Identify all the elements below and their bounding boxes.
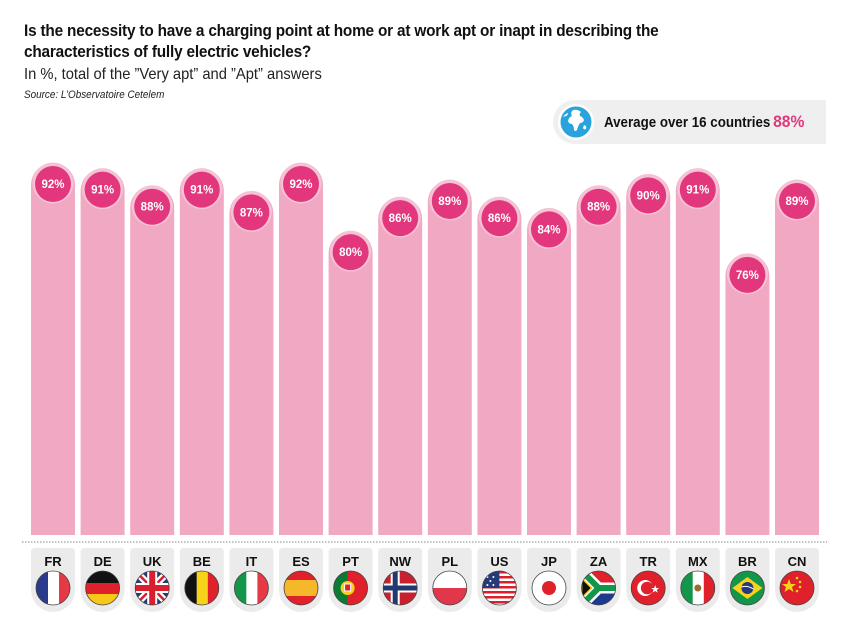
value-bubble	[283, 166, 319, 202]
value-bubble	[332, 234, 369, 271]
bar-jp	[527, 208, 571, 536]
portugal-flag-icon	[333, 570, 369, 606]
chart-title: Is the necessity to have a charging poin…	[24, 22, 659, 61]
value-bubble	[531, 211, 567, 248]
poland-flag-icon	[432, 570, 468, 606]
value-label-cn: 89%	[785, 196, 808, 208]
average-badge: Average over 16 countries 88%	[553, 100, 826, 144]
bar-fr	[31, 163, 75, 535]
spain-flag-icon	[283, 570, 319, 606]
bars-group: 92% 91% 88% 91% 87% 92% 80% 86% 89% 86% 84% 88% 90% 9…	[31, 162, 819, 536]
value-label-mx: 91%	[686, 185, 709, 197]
belgium-flag-icon	[184, 570, 220, 606]
globe-icon	[558, 104, 594, 140]
category-label-uk: UK	[143, 554, 162, 569]
value-bubble	[630, 177, 667, 214]
bar-za	[576, 185, 621, 535]
value-label-jp: 84%	[537, 224, 560, 236]
value-bubble	[84, 171, 121, 208]
value-label-tr: 90%	[637, 190, 660, 202]
bar-cn	[775, 180, 819, 536]
bar-uk	[130, 185, 175, 535]
value-label-za: 88%	[587, 202, 610, 214]
value-bubble	[382, 200, 419, 237]
bar-nw	[378, 197, 423, 535]
japan-flag-icon	[531, 570, 567, 606]
value-label-be: 91%	[190, 185, 213, 197]
bar-es	[279, 163, 323, 535]
category-label-fr: FR	[44, 554, 62, 569]
bar-pl	[427, 180, 472, 536]
average-value: 88%	[773, 112, 805, 131]
chart-source: Source: L’Observatoire Cetelem	[24, 89, 165, 101]
value-bubble	[481, 200, 518, 237]
value-label-uk: 88%	[141, 202, 164, 214]
mexico-flag-icon	[680, 570, 716, 606]
france-flag-icon	[35, 570, 71, 606]
germany-flag-icon	[85, 570, 120, 606]
italy-flag-icon	[233, 570, 269, 606]
value-label-fr: 92%	[41, 179, 64, 191]
usa-flag-icon	[481, 570, 517, 606]
category-label-jp: JP	[541, 554, 557, 569]
category-label-nw: NW	[389, 554, 411, 569]
bar-be	[179, 168, 224, 535]
category-label-pl: PL	[441, 554, 458, 569]
category-label-cn: CN	[788, 554, 807, 569]
value-label-nw: 86%	[389, 213, 412, 225]
bar-br	[725, 253, 770, 535]
china-flag-icon	[779, 570, 815, 606]
value-bubble	[35, 166, 71, 202]
value-label-it: 87%	[240, 207, 263, 219]
value-bubble	[679, 171, 716, 208]
norway-flag-icon	[382, 570, 418, 606]
category-label-mx: MX	[688, 554, 708, 569]
average-label: Average over 16 countries 88%	[604, 112, 804, 132]
category-label-br: BR	[738, 554, 757, 569]
value-bubble	[183, 171, 220, 208]
value-bubble	[779, 183, 815, 220]
value-label-de: 91%	[91, 185, 114, 197]
bar-de	[80, 168, 125, 535]
category-labels-group: FR DE UK BE IT ES PT NW PL US JP ZA TR MX BR CN	[31, 548, 819, 612]
value-bubble	[134, 188, 171, 225]
uk-flag-icon	[134, 570, 170, 606]
category-label-de: DE	[94, 554, 112, 569]
category-label-it: IT	[246, 554, 258, 569]
value-label-es: 92%	[289, 179, 312, 191]
value-label-br: 76%	[736, 270, 759, 282]
value-bubble	[729, 256, 766, 293]
value-bubble	[580, 188, 617, 225]
chart-subtitle: In %, total of the ”Very apt” and ”Apt” …	[24, 66, 322, 83]
category-label-pt: PT	[342, 554, 359, 569]
category-label-es: ES	[292, 554, 310, 569]
turkey-flag-icon	[630, 570, 666, 606]
bar-pt	[328, 231, 373, 535]
value-bubble	[431, 183, 468, 220]
bar-us	[477, 197, 522, 535]
value-label-pl: 89%	[438, 196, 461, 208]
value-label-us: 86%	[488, 213, 511, 225]
category-label-be: BE	[193, 554, 211, 569]
value-bubble	[233, 194, 270, 231]
category-label-za: ZA	[590, 554, 608, 569]
brazil-flag-icon	[730, 570, 765, 606]
category-label-us: US	[490, 554, 508, 569]
bar-mx	[675, 168, 720, 535]
bar-tr	[626, 174, 671, 535]
category-label-tr: TR	[640, 554, 658, 569]
south-africa-flag-icon	[581, 570, 616, 606]
bar-it	[229, 191, 274, 535]
value-label-pt: 80%	[339, 247, 362, 259]
average-label-text: Average over 16 countries	[604, 115, 771, 131]
